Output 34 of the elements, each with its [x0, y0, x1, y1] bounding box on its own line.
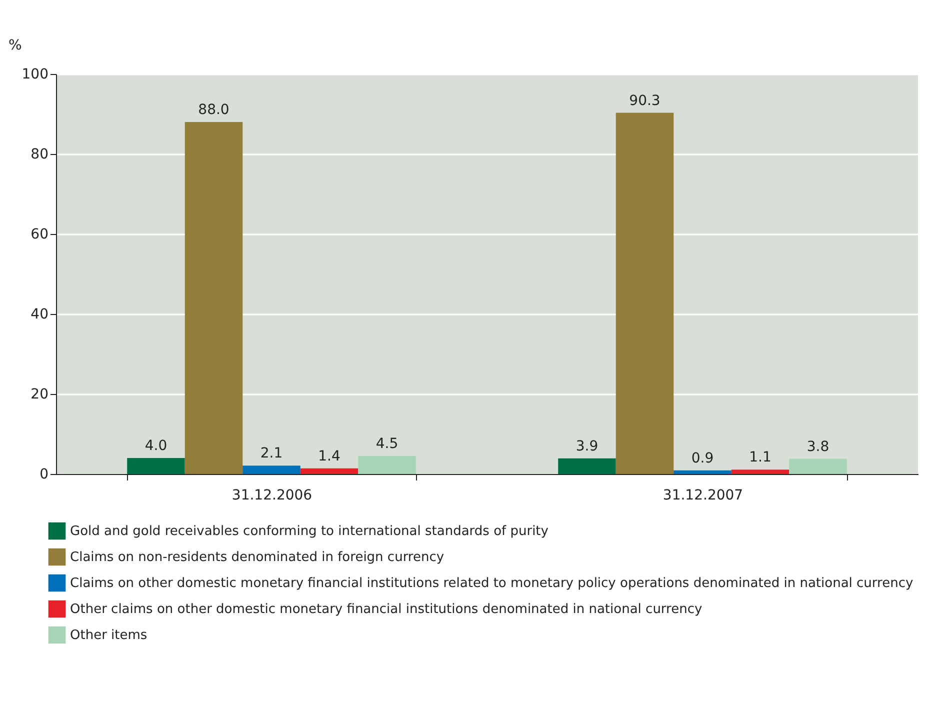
bar — [558, 458, 616, 474]
y-tick-label: 60 — [30, 226, 48, 242]
y-tick-label: 40 — [30, 306, 48, 322]
legend-label: Other items — [70, 628, 148, 643]
bar — [674, 470, 732, 474]
data-label: 88.0 — [198, 102, 230, 118]
x-tick-label: 31.12.2006 — [232, 488, 312, 504]
data-label: 3.9 — [576, 438, 598, 454]
bar — [242, 466, 300, 474]
data-label: 4.0 — [144, 438, 168, 454]
data-label: 0.9 — [691, 450, 714, 466]
legend-label: Claims on non-residents denominated in foreign currency — [70, 550, 444, 565]
y-tick-label: 20 — [30, 386, 48, 402]
data-label: 90.3 — [629, 92, 660, 109]
bar — [358, 456, 416, 474]
legend-label: Gold and gold receivables conforming to international standards of purity — [70, 524, 549, 539]
data-label: 3.8 — [806, 438, 830, 455]
bar — [127, 458, 185, 474]
y-tick-label: 0 — [40, 466, 48, 482]
y-tick-label: 80 — [30, 146, 48, 162]
data-label: 4.5 — [376, 436, 398, 452]
legend-label: Other claims on other domestic monetary financial institutions denominated in national currency — [70, 602, 702, 617]
bar — [300, 468, 358, 474]
y-axis-title: % — [8, 38, 22, 54]
bar — [731, 470, 790, 474]
data-label: 1.4 — [318, 448, 340, 464]
x-tick-label: 31.12.2007 — [662, 488, 744, 504]
y-tick-label: 100 — [22, 66, 48, 82]
bar — [789, 458, 847, 474]
data-label: 2.1 — [260, 446, 283, 462]
bar — [616, 112, 674, 474]
legend-label: Claims on other domestic monetary financial institutions related to monetary policy operations denominated in national currency — [70, 576, 914, 591]
data-label: 1.1 — [749, 450, 772, 466]
bar — [184, 122, 243, 474]
